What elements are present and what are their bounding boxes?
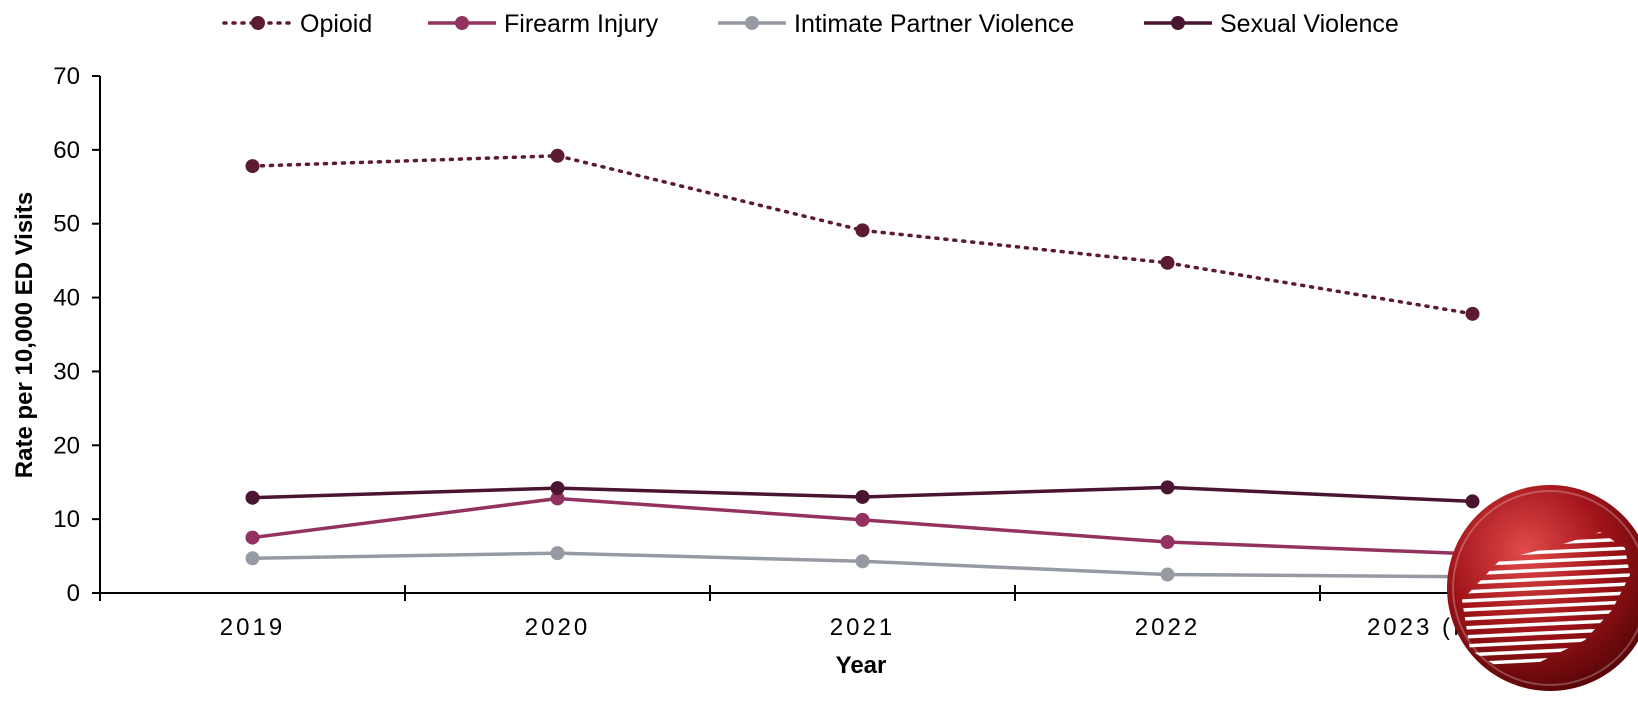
data-point <box>855 512 870 527</box>
legend-label: Firearm Injury <box>504 10 659 38</box>
legend-marker <box>251 16 265 30</box>
y-tick-label: 0 <box>67 580 80 607</box>
x-tick-label: 2019 <box>220 614 285 641</box>
legend-marker <box>1171 16 1185 30</box>
series-layer <box>245 148 1480 584</box>
data-point <box>245 551 260 566</box>
y-tick-label: 50 <box>53 211 80 238</box>
y-axis-title: Rate per 10,000 ED Visits <box>11 192 38 478</box>
legend-marker <box>745 16 759 30</box>
data-point <box>1160 480 1175 495</box>
y-tick-label: 10 <box>53 506 80 533</box>
y-tick-label: 40 <box>53 285 80 312</box>
y-axis: 0 10 20 30 40 50 60 70 <box>53 63 101 607</box>
series-opioid <box>245 148 1480 321</box>
data-point <box>245 490 260 505</box>
data-point <box>1160 255 1175 270</box>
x-tick-label: 2022 <box>1135 614 1200 641</box>
data-point <box>1160 567 1175 582</box>
legend-item: Opioid <box>222 10 372 38</box>
y-tick-label: 20 <box>53 432 80 459</box>
legend-item: Intimate Partner Violence <box>718 10 1074 38</box>
data-point <box>1465 494 1480 509</box>
seal-logo <box>1447 485 1638 691</box>
data-point <box>245 530 260 545</box>
data-point <box>1465 306 1480 321</box>
series-line <box>250 154 1475 316</box>
x-tick-label: 2021 <box>830 614 895 641</box>
legend-item: Sexual Violence <box>1144 10 1399 38</box>
legend-item: Firearm Injury <box>428 10 659 38</box>
x-axis-title: Year <box>836 652 887 679</box>
legend-label: Opioid <box>300 10 372 38</box>
data-point <box>550 148 565 163</box>
data-point <box>550 546 565 561</box>
legend-marker <box>455 16 469 30</box>
y-tick-label: 70 <box>53 63 80 90</box>
series-sexual-violence <box>245 480 1480 509</box>
data-point <box>855 554 870 569</box>
series-intimate-partner-violence <box>245 546 1480 584</box>
seal-rim <box>1452 490 1638 686</box>
chart-legend: Opioid Firearm Injury Intimate Partner Vio… <box>222 10 1399 38</box>
x-tick-label: 2020 <box>525 614 590 641</box>
data-point <box>550 491 565 506</box>
data-point <box>1160 535 1175 550</box>
data-point <box>855 489 870 504</box>
y-tick-label: 30 <box>53 358 80 385</box>
data-point <box>855 223 870 238</box>
y-tick-label: 60 <box>53 137 80 164</box>
series-firearm-injury <box>245 491 1480 561</box>
data-point <box>245 159 260 174</box>
legend-label: Sexual Violence <box>1220 10 1399 38</box>
legend-label: Intimate Partner Violence <box>794 10 1074 38</box>
data-point <box>550 481 565 496</box>
